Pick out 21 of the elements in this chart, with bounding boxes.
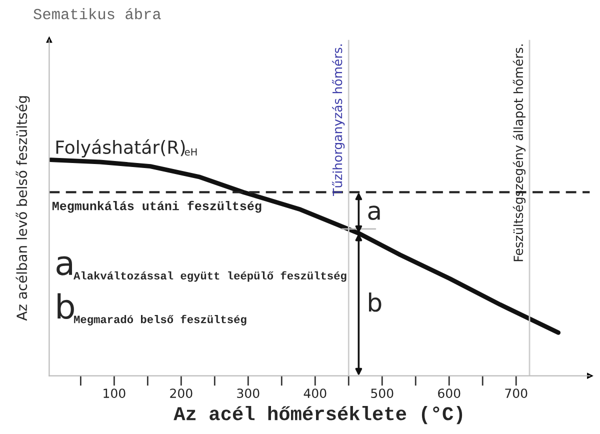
ref-line-label: Megmunkálás utáni feszültség	[52, 200, 262, 213]
x-tick-label: 500	[371, 388, 394, 398]
x-tick-label: 400	[304, 388, 326, 398]
annotation: a	[368, 206, 380, 220]
x-tick-label: 600	[438, 388, 460, 398]
text: Folyáshatár(R)	[56, 139, 185, 158]
annotation: b	[58, 293, 74, 319]
x-tick-label: 200	[170, 388, 192, 398]
x-tick-label: 300	[237, 388, 260, 398]
annotation: Alakváltozással együtt leépülő feszültség	[74, 271, 346, 282]
x-tick-label: 700	[505, 388, 528, 398]
annotation: Megmaradó belső feszültség	[74, 314, 246, 326]
x-axis-title: Az acél hőmérséklete (°C)	[174, 406, 462, 424]
y-axis-title: Az acélban levő belső feszültség	[16, 96, 30, 321]
chart-title: Sematikus ábra	[34, 8, 161, 20]
ref-line-label: Feszültségszegény állapot hőmérs.	[512, 44, 526, 262]
annotation: a	[56, 256, 72, 276]
ref-line-label: Tűzihorganyzás hőmérs.	[332, 44, 345, 196]
x-tick-label: 100	[104, 388, 126, 398]
annotation: b	[368, 292, 382, 312]
text: eH	[184, 148, 197, 156]
